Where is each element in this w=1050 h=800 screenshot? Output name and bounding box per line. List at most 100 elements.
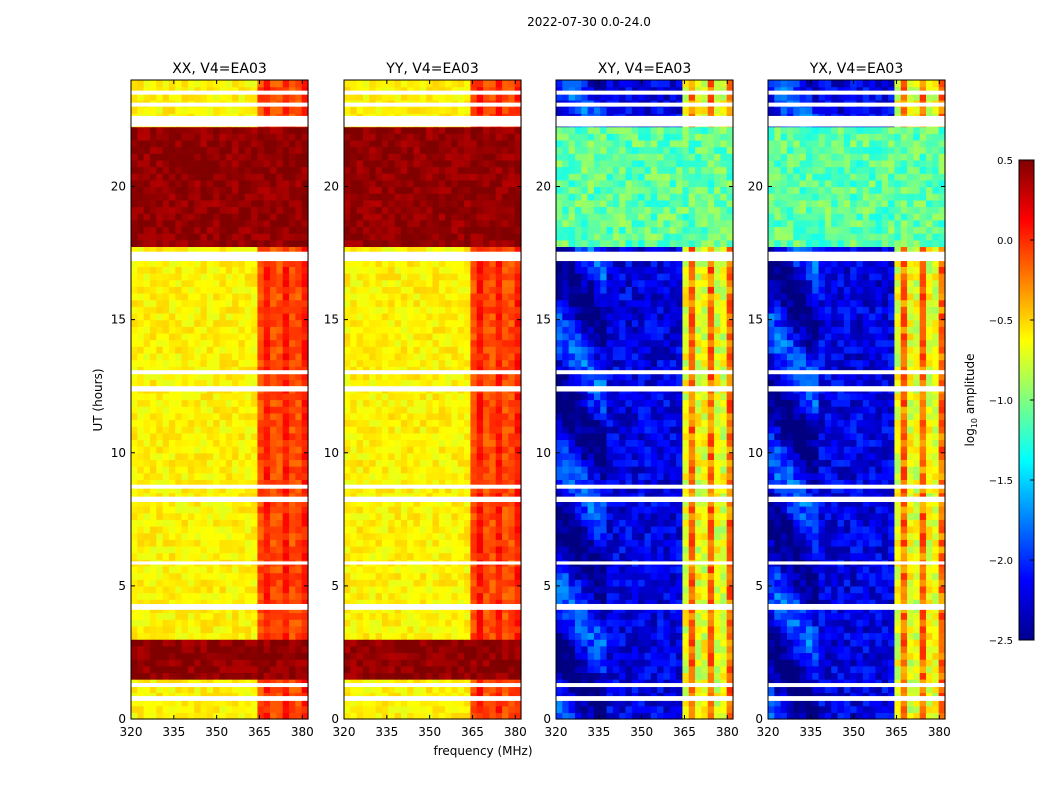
heatmap-cell [225, 266, 233, 274]
heatmap-cell [263, 259, 271, 267]
heatmap-cell [244, 146, 252, 154]
heatmap-cell [470, 432, 478, 441]
heatmap-cell [369, 512, 377, 520]
heatmap-cell [131, 525, 138, 534]
heatmap-cell [508, 412, 516, 421]
heatmap-cell [301, 612, 309, 620]
heatmap-cell [400, 452, 408, 461]
heatmap-cell [137, 339, 145, 347]
heatmap-cell [225, 519, 233, 527]
heatmap-cell [476, 579, 484, 587]
heatmap-cell [489, 632, 497, 640]
heatmap-cell [282, 632, 290, 640]
heatmap-cell [451, 712, 459, 720]
heatmap-cell [143, 419, 151, 427]
heatmap-cell [388, 532, 396, 540]
heatmap-cell [388, 193, 396, 201]
heatmap-cell [400, 193, 408, 201]
heatmap-cell [295, 346, 303, 354]
heatmap-cell [251, 93, 259, 101]
heatmap-cell [137, 332, 145, 341]
heatmap-cell [251, 712, 259, 720]
heatmap-cell [137, 219, 145, 228]
heatmap-cell [251, 572, 259, 580]
heatmap-cell [388, 692, 396, 700]
heatmap-cell [301, 233, 309, 241]
heatmap-cell [263, 319, 271, 327]
heatmap-cell [289, 273, 296, 281]
heatmap-cell [438, 519, 446, 527]
heatmap-cell [238, 332, 246, 341]
heatmap-cell [282, 259, 290, 267]
heatmap-cell [470, 579, 478, 587]
heatmap-cell [162, 412, 170, 421]
heatmap-cell [350, 539, 358, 547]
heatmap-cell [502, 565, 509, 574]
heatmap-cell [413, 699, 421, 707]
heatmap-cell [413, 612, 421, 620]
heatmap-cell [476, 186, 484, 194]
heatmap-cell [270, 379, 277, 387]
heatmap-cell [464, 579, 472, 587]
heatmap-cell [232, 419, 240, 427]
heatmap-cell [295, 512, 303, 520]
heatmap-cell [388, 439, 396, 447]
heatmap-cell [200, 639, 208, 647]
heatmap-cell [276, 585, 284, 594]
heatmap-cell [350, 572, 358, 580]
heatmap-cell [350, 226, 358, 234]
heatmap-cell [426, 585, 434, 594]
heatmap-cell [276, 133, 284, 141]
heatmap-cell [219, 619, 227, 627]
heatmap-cell [489, 352, 497, 361]
heatmap-cell [432, 679, 440, 687]
heatmap-cell [362, 306, 370, 314]
heatmap-cell [244, 592, 252, 600]
heatmap-cell [457, 572, 465, 580]
heatmap-cell [131, 439, 138, 447]
heatmap-cell [194, 166, 202, 174]
heatmap-cell [445, 705, 453, 713]
heatmap-cell [301, 679, 309, 687]
heatmap-cell [451, 226, 459, 234]
heatmap-cell [156, 352, 164, 361]
heatmap-cell [143, 339, 151, 347]
heatmap-cell [149, 479, 157, 487]
heatmap-cell [232, 632, 240, 640]
heatmap-cell [194, 652, 202, 660]
heatmap-cell [143, 359, 151, 367]
heatmap-cell [137, 299, 145, 307]
heatmap-cell [175, 312, 183, 321]
heatmap-cell [502, 665, 509, 674]
heatmap-cell [137, 679, 145, 687]
heatmap-cell [282, 326, 290, 334]
heatmap-cell [508, 585, 516, 594]
heatmap-cell [301, 625, 309, 634]
heatmap-cell [489, 545, 497, 554]
heatmap-cell [464, 239, 472, 248]
heatmap-cell [206, 525, 214, 534]
heatmap-cell [206, 545, 214, 554]
heatmap-cell [495, 672, 503, 680]
heatmap-cell [200, 472, 208, 480]
heatmap-cell [295, 565, 303, 574]
heatmap-cell [438, 459, 446, 467]
heatmap-cell [276, 319, 284, 327]
x-tick-label: 335 [162, 725, 185, 739]
heatmap-cell [407, 625, 415, 634]
heatmap-cell [413, 352, 421, 361]
heatmap-cell [419, 525, 427, 534]
heatmap-cell [489, 306, 497, 314]
heatmap-cell [194, 233, 202, 241]
heatmap-cell [168, 259, 176, 267]
heatmap-cell [388, 186, 396, 194]
heatmap-cell [407, 293, 415, 301]
heatmap-cell [200, 499, 208, 507]
heatmap-cell [156, 479, 164, 487]
heatmap-cell [257, 146, 265, 154]
heatmap-cell [251, 179, 259, 188]
heatmap-cell [489, 619, 497, 627]
heatmap-cell [162, 506, 170, 514]
heatmap-cell [156, 705, 164, 713]
heatmap-cell [451, 432, 459, 441]
